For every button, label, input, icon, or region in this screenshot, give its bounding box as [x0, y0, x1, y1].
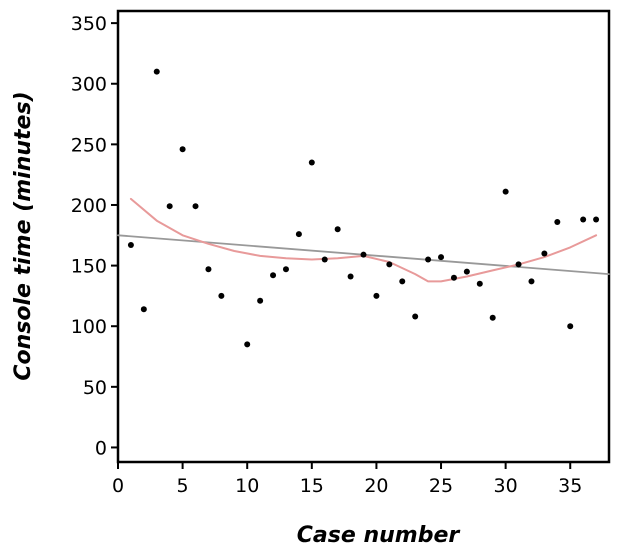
data-point: [541, 250, 548, 257]
data-point: [347, 273, 354, 280]
x-tick-label: 15: [300, 475, 324, 497]
y-axis-title: Console time (minutes): [11, 91, 36, 380]
x-tick-label: 25: [429, 475, 453, 497]
data-point: [334, 226, 341, 233]
data-point: [373, 292, 380, 299]
y-tick-label: 200: [71, 195, 107, 217]
data-point: [515, 261, 522, 268]
data-point: [153, 68, 160, 75]
data-point: [502, 188, 509, 195]
data-point: [489, 314, 496, 321]
data-point: [140, 306, 147, 313]
data-point: [179, 146, 186, 153]
data-point: [386, 261, 393, 268]
data-point: [593, 216, 600, 223]
y-tick-label: 50: [83, 377, 107, 399]
y-tick-label: 100: [71, 316, 107, 338]
plot-frame: [116, 9, 611, 464]
x-tick-label: 30: [494, 475, 518, 497]
data-point: [295, 231, 302, 238]
x-tick-label: 10: [235, 475, 259, 497]
x-axis-title: Case number: [297, 523, 461, 548]
y-tick-label: 0: [95, 437, 107, 459]
x-tick-label: 35: [558, 475, 582, 497]
data-point: [554, 218, 561, 225]
data-point: [321, 256, 328, 263]
data-point: [580, 216, 587, 223]
data-point: [192, 203, 199, 210]
data-point: [166, 203, 173, 210]
data-point: [476, 280, 483, 287]
data-point: [438, 254, 445, 261]
data-point: [205, 266, 212, 273]
x-tick-label: 5: [177, 475, 189, 497]
y-tick-label: 250: [71, 134, 107, 156]
data-point: [257, 297, 264, 304]
y-tick-label: 150: [71, 256, 107, 278]
data-point: [282, 266, 289, 273]
data-point: [270, 272, 277, 279]
y-tick-label: 350: [71, 13, 107, 35]
data-point: [360, 251, 367, 258]
data-point: [528, 278, 535, 285]
data-point: [567, 323, 574, 330]
y-axis-ticks: 0 50 100 150 200 250 300 350: [71, 13, 118, 459]
data-point: [412, 313, 419, 320]
x-tick-label: 0: [112, 475, 124, 497]
x-tick-label: 20: [364, 475, 388, 497]
data-point: [463, 268, 470, 275]
smooth-fit-line: [129, 197, 598, 283]
x-axis-ticks: 0 5 10 15 20 25 30 35: [112, 462, 582, 497]
data-point: [308, 159, 315, 166]
data-point: [218, 292, 225, 299]
data-point: [399, 278, 406, 285]
scatter-points: [127, 68, 600, 348]
y-tick-label: 300: [71, 74, 107, 96]
data-point: [450, 274, 457, 281]
data-point: [127, 241, 134, 248]
data-point: [244, 341, 251, 348]
data-point: [425, 256, 432, 263]
